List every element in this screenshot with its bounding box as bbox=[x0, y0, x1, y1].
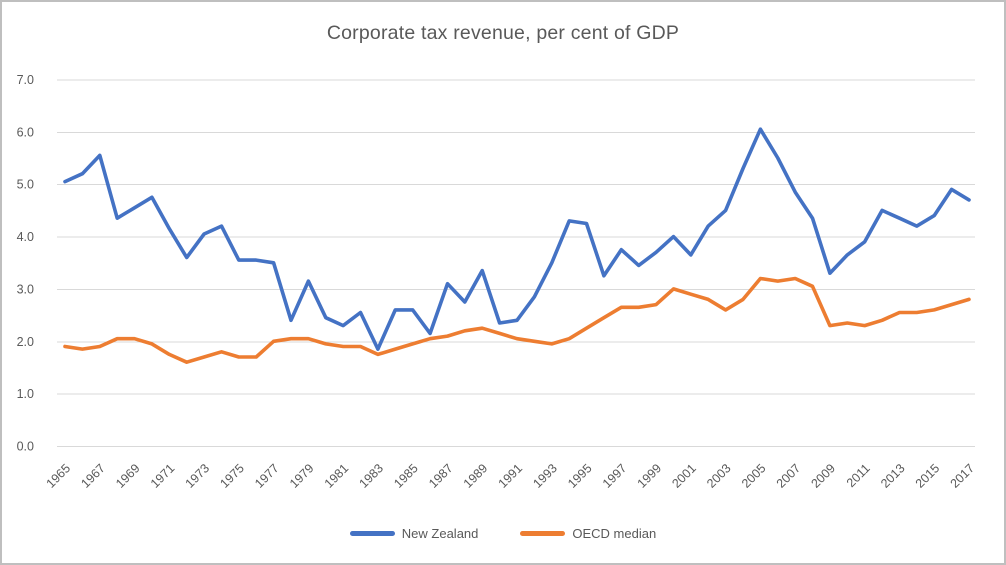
x-axis-label: 1985 bbox=[391, 461, 421, 491]
x-axis-label: 1971 bbox=[148, 461, 178, 491]
x-axis-label: 1995 bbox=[565, 461, 595, 491]
x-axis-label: 1997 bbox=[600, 461, 630, 491]
series-line-new-zealand bbox=[63, 127, 971, 351]
x-axis-label: 1977 bbox=[252, 461, 282, 491]
legend-label-oecd-median: OECD median bbox=[572, 526, 657, 541]
y-axis-label: 0.0 bbox=[17, 440, 34, 454]
x-axis-label: 1989 bbox=[461, 461, 491, 491]
legend-item-new-zealand: New Zealand bbox=[349, 526, 479, 541]
x-axis-label: 2009 bbox=[808, 461, 838, 491]
x-axis-label: 1965 bbox=[44, 461, 74, 491]
x-axis-label: 1993 bbox=[530, 461, 560, 491]
legend-swatch-oecd-median bbox=[520, 531, 566, 536]
y-axis-label: 3.0 bbox=[17, 282, 34, 296]
x-axis-label: 1975 bbox=[217, 461, 247, 491]
chart-legend: New Zealand OECD median bbox=[0, 526, 1006, 541]
x-axis-label: 2007 bbox=[774, 461, 804, 491]
x-axis-label: 1967 bbox=[78, 461, 108, 491]
x-axis-label: 1999 bbox=[635, 461, 665, 491]
y-axis-label: 6.0 bbox=[17, 125, 34, 139]
x-axis-label: 1987 bbox=[426, 461, 456, 491]
y-axis-label: 1.0 bbox=[17, 387, 34, 401]
x-axis-label: 1979 bbox=[287, 461, 317, 491]
x-axis-label: 1969 bbox=[113, 461, 143, 491]
x-axis-label: 2013 bbox=[878, 461, 908, 491]
x-axis-label: 1973 bbox=[183, 461, 213, 491]
x-axis-label: 2011 bbox=[844, 461, 873, 490]
x-axis-label: 2015 bbox=[913, 461, 943, 491]
series-line-oecd-median bbox=[63, 276, 971, 365]
y-axis-label: 7.0 bbox=[17, 73, 34, 87]
legend-swatch-new-zealand bbox=[349, 531, 395, 536]
x-axis-label: 2017 bbox=[948, 461, 978, 491]
x-axis-label: 2003 bbox=[704, 461, 734, 491]
y-axis-label: 4.0 bbox=[17, 230, 34, 244]
legend-item-oecd-median: OECD median bbox=[520, 526, 656, 541]
x-axis-label: 1981 bbox=[322, 461, 352, 491]
chart-title: Corporate tax revenue, per cent of GDP bbox=[326, 22, 680, 44]
y-axis-label: 5.0 bbox=[17, 178, 34, 192]
x-axis-label: 1991 bbox=[496, 461, 526, 491]
x-axis-label: 2001 bbox=[669, 461, 699, 491]
x-axis-label: 2005 bbox=[739, 461, 769, 491]
y-axis-label: 2.0 bbox=[17, 335, 34, 349]
legend-label-new-zealand: New Zealand bbox=[401, 526, 479, 541]
x-axis-label: 1983 bbox=[356, 461, 386, 491]
